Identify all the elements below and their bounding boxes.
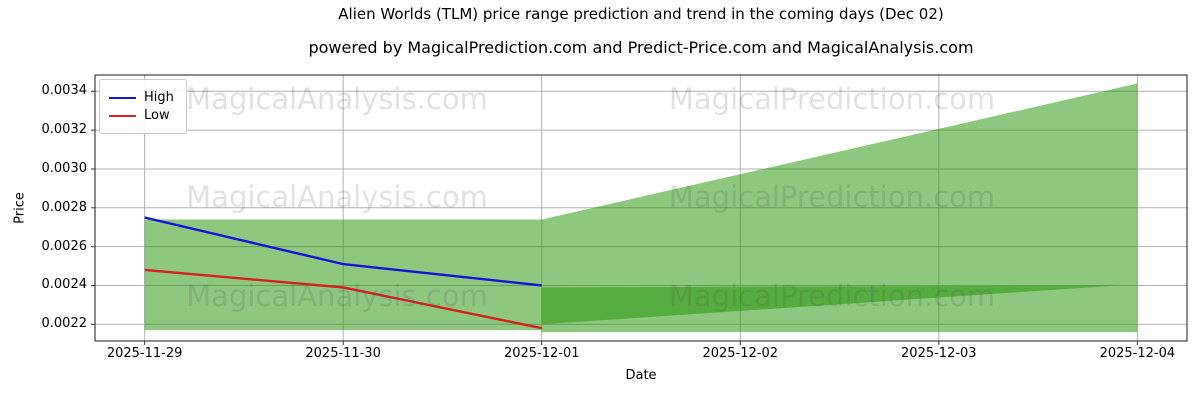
chart-title: Alien Worlds (TLM) price range predictio… [338, 5, 944, 23]
x-tick-label: 2025-12-02 [702, 346, 779, 361]
y-tick-label: 0.0032 [41, 122, 88, 138]
band-forecast-range [541, 83, 1138, 333]
x-tick-label: 2025-12-04 [1099, 346, 1176, 361]
legend-label-high: High [144, 90, 174, 105]
legend-item-low: Low [109, 108, 174, 123]
y-tick-label: 0.0034 [41, 83, 88, 99]
low-line [144, 268, 542, 330]
band-historical-range [144, 219, 542, 331]
y-tick-label: 0.0026 [41, 238, 88, 254]
x-tick-label: 2025-12-01 [503, 346, 580, 361]
x-axis-label: Date [625, 368, 657, 383]
y-tick-label: 0.0030 [41, 160, 88, 176]
x-tick-label: 2025-11-30 [305, 346, 381, 361]
legend: High Low [99, 79, 187, 134]
band-forecast-trend [541, 285, 1118, 325]
x-tick-label: 2025-12-03 [901, 346, 977, 361]
y-tick-label: 0.0024 [41, 277, 88, 293]
x-tick-label: 2025-11-29 [106, 346, 183, 361]
y-tick-label: 0.0028 [41, 199, 88, 215]
chart-subtitle: powered by MagicalPrediction.com and Pre… [308, 38, 974, 57]
legend-item-high: High [109, 90, 174, 105]
y-tick-label: 0.0022 [41, 316, 88, 332]
y-axis-label: Price [12, 192, 28, 224]
legend-label-low: Low [144, 108, 170, 123]
high-line [144, 216, 542, 287]
low-line-swatch [109, 114, 136, 117]
high-line-swatch [109, 96, 136, 99]
